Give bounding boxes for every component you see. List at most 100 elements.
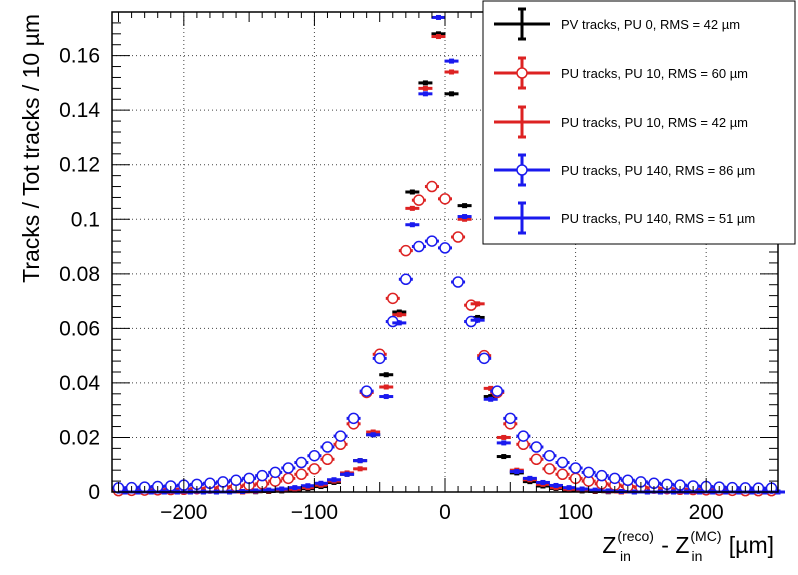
data-point [424, 235, 439, 247]
open-circle-marker [556, 456, 569, 469]
x-tick-label: 200 [689, 501, 724, 524]
data-point [457, 203, 472, 209]
open-circle-marker [269, 466, 281, 479]
data-point [366, 432, 381, 438]
square-marker [409, 205, 415, 211]
tick-labels: −200 −100 0 100 200 0 0.02 0.04 0.06 0.08 0.1 0.12 0… [59, 45, 724, 524]
legend-entry-2: PU tracks, PU 10, RMS = 42 µm [494, 105, 748, 139]
data-point [490, 385, 505, 397]
data-point [242, 472, 257, 485]
x-tick-label: −200 [160, 501, 207, 524]
y-tick-label: 0.06 [59, 317, 100, 340]
square-marker [605, 488, 611, 494]
data-point [496, 434, 511, 440]
data-point [549, 482, 563, 488]
open-circle-marker [347, 412, 360, 425]
data-point [470, 317, 485, 323]
open-circle-marker [308, 463, 321, 475]
x-tick-label: 100 [558, 501, 593, 524]
open-circle-marker [373, 352, 386, 365]
open-circle-marker [243, 472, 255, 485]
open-circle-marker [256, 469, 268, 482]
square-marker [253, 488, 259, 494]
data-point [320, 441, 335, 453]
square-marker [409, 222, 415, 228]
y-tick-label: 0.14 [59, 99, 100, 122]
open-circle-marker [295, 456, 308, 469]
data-point [398, 273, 413, 286]
square-marker [449, 69, 455, 75]
data-point [477, 352, 492, 365]
data-point [385, 292, 400, 305]
square-marker [383, 394, 389, 400]
data-point [287, 485, 302, 491]
data-point [673, 479, 688, 491]
x-title-sup2: (MC) [690, 528, 721, 544]
open-circle-marker [321, 441, 334, 453]
open-circle-marker [478, 352, 490, 365]
open-circle-marker [426, 235, 438, 247]
data-point [588, 487, 603, 493]
data-point [470, 301, 485, 307]
y-tick-label: 0.16 [59, 45, 100, 68]
square-marker [449, 58, 455, 64]
data-point [444, 58, 459, 64]
square-marker [370, 429, 376, 435]
open-circle-marker [360, 385, 373, 397]
data-point [405, 205, 420, 211]
data-point [522, 475, 537, 481]
data-point [483, 396, 498, 402]
data-point [281, 462, 296, 474]
x-title-z1: Z [602, 532, 616, 558]
data-point [418, 85, 433, 91]
data-point [366, 429, 381, 435]
square-marker [292, 485, 298, 491]
data-point [411, 240, 426, 253]
square-marker [540, 479, 546, 485]
square-marker [501, 440, 507, 446]
data-point [529, 441, 544, 453]
legend-label: PU tracks, PU 140, RMS = 86 µm [561, 163, 755, 178]
data-point [294, 468, 309, 481]
square-marker [488, 394, 494, 400]
data-point [457, 216, 472, 222]
data-point [327, 477, 341, 483]
legend-entry-3: PU tracks, PU 140, RMS = 86 µm [494, 153, 755, 187]
square-marker [449, 91, 455, 97]
data-point [294, 456, 309, 469]
square-marker [266, 487, 272, 493]
data-point [575, 486, 590, 492]
x-title-sub1: in [620, 548, 631, 564]
data-point [444, 69, 459, 75]
data-point [444, 91, 459, 97]
data-point [529, 453, 544, 466]
data-point [340, 471, 355, 477]
legend-entries: PV tracks, PU 0, RMS = 42 µm PU tracks, P… [494, 7, 755, 235]
data-point [431, 31, 446, 37]
legend-entry-1: PU tracks, PU 10, RMS = 60 µm [494, 56, 748, 90]
square-marker [396, 309, 402, 315]
square-marker [462, 216, 468, 222]
y-tick-label: 0.1 [71, 208, 100, 231]
square-marker [592, 487, 598, 493]
open-circle-marker [334, 430, 347, 442]
y-tick-label: 0.08 [59, 263, 100, 286]
open-circle-marker [595, 469, 608, 482]
x-title-sub2: in [692, 548, 703, 564]
data-point [392, 309, 407, 315]
data-point [424, 180, 439, 193]
data-point [300, 483, 315, 489]
legend-entry-4: PU tracks, PU 140, RMS = 51 µm [494, 201, 755, 235]
square-marker [305, 483, 311, 489]
open-circle-marker [530, 453, 543, 466]
data-point [398, 244, 413, 257]
square-marker [383, 372, 389, 378]
data-point [535, 479, 550, 485]
open-circle-marker [543, 463, 556, 475]
data-point [555, 468, 570, 481]
open-circle-marker [426, 180, 438, 193]
open-circle-marker [582, 466, 595, 479]
x-axis-title: Z(reco) in - Z(MC) in [µm] [602, 528, 774, 564]
data-point [333, 430, 348, 442]
